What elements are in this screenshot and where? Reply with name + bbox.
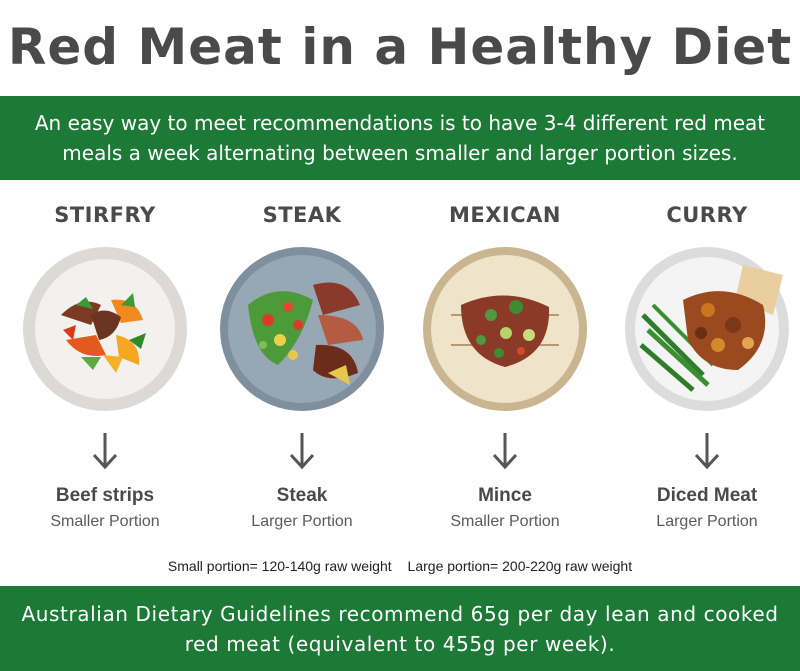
meal-steak: STEAK Steak Larger Portion xyxy=(207,200,397,531)
steak-plate-icon xyxy=(218,245,386,413)
meal-name: STIRFRY xyxy=(54,203,156,227)
meal-stirfry: STIRFRY xyxy=(10,200,200,531)
portion-size-label: Smaller Portion xyxy=(450,513,560,530)
guidelines-banner: Australian Dietary Guidelines recommend … xyxy=(0,586,800,671)
meal-name: STEAK xyxy=(262,203,342,227)
portion-size-label: Larger Portion xyxy=(251,513,353,530)
page-title: Red Meat in a Healthy Diet xyxy=(7,18,793,76)
meat-cut-label: Mince xyxy=(478,485,532,506)
small-portion-note: Small portion= 120-140g raw weight xyxy=(167,558,392,574)
arrow-down-icon xyxy=(492,433,518,470)
meal-options: STIRFRY xyxy=(0,200,800,550)
meal-mexican: MEXICAN Mince Smaller Portion xyxy=(410,200,600,531)
intro-text: An easy way to meet recommendations is t… xyxy=(34,111,766,165)
stirfry-plate-icon xyxy=(21,245,189,413)
portion-weight-note: Small portion= 120-140g raw weight Large… xyxy=(0,558,800,574)
portion-size-label: Larger Portion xyxy=(656,513,758,530)
meal-name: MEXICAN xyxy=(449,203,561,227)
arrow-down-icon xyxy=(289,433,315,470)
meat-cut-label: Beef strips xyxy=(55,485,155,506)
arrow-down-icon xyxy=(92,433,118,470)
meal-name: CURRY xyxy=(666,203,748,227)
curry-plate-icon xyxy=(623,245,791,413)
guidelines-text: Australian Dietary Guidelines recommend … xyxy=(21,601,779,656)
meat-cut-label: Steak xyxy=(276,485,328,506)
large-portion-note: Large portion= 200-220g raw weight xyxy=(407,558,633,574)
mexican-plate-icon xyxy=(421,245,589,413)
intro-banner: An easy way to meet recommendations is t… xyxy=(0,96,800,180)
meal-curry: CURRY Diced Meat Larger Por xyxy=(612,200,800,531)
meat-cut-label: Diced Meat xyxy=(656,485,758,506)
arrow-down-icon xyxy=(694,433,720,470)
portion-size-label: Smaller Portion xyxy=(50,513,160,530)
